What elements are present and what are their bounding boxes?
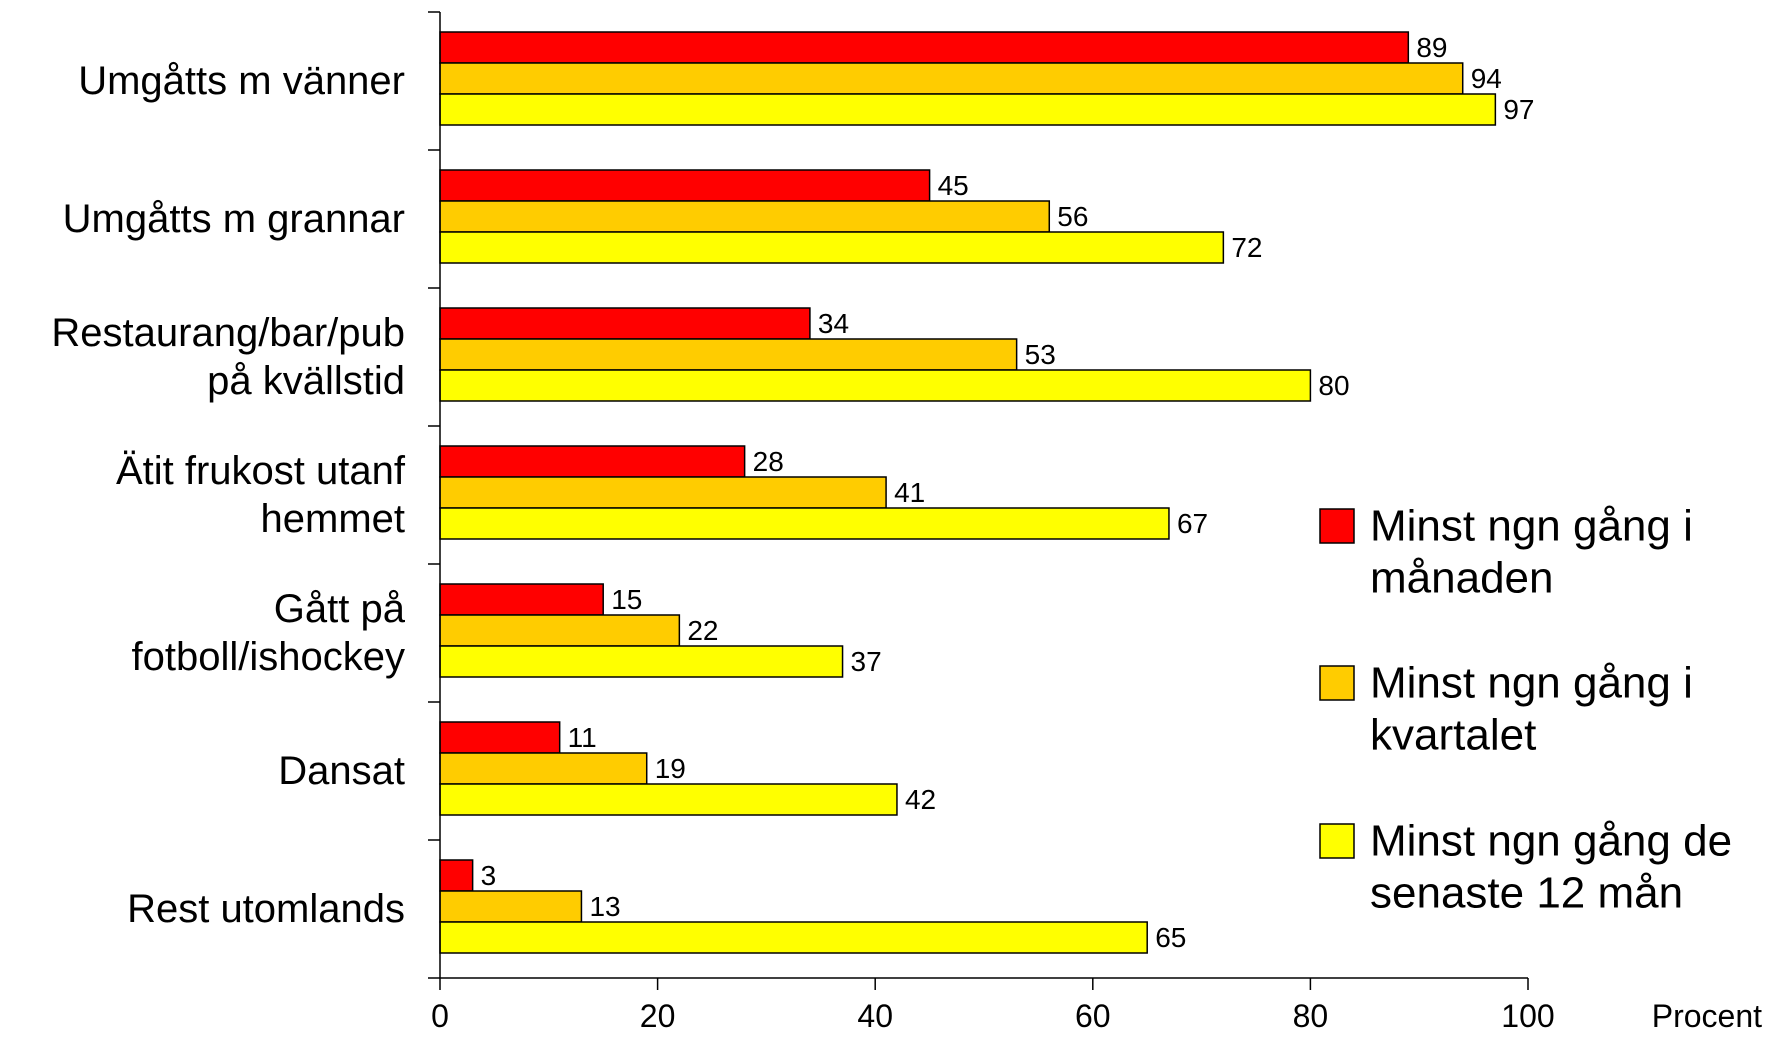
bars-layer xyxy=(439,31,1497,954)
value-label: 11 xyxy=(568,722,597,753)
bar-restaurang-bar-pub-på-kvällstid-s1 xyxy=(439,307,811,340)
x-tick-label: 80 xyxy=(1293,998,1329,1034)
value-label: 72 xyxy=(1231,232,1262,263)
bar-dansat-s2 xyxy=(439,752,648,785)
category-label: på kvällstid xyxy=(207,359,405,403)
value-label: 65 xyxy=(1155,922,1186,953)
value-label: 37 xyxy=(851,646,882,677)
value-label: 34 xyxy=(818,308,849,339)
bar-gått-på-fotboll-ishockey-s1 xyxy=(439,583,604,616)
category-label: Gått på xyxy=(274,587,406,631)
x-tick-label: 60 xyxy=(1075,998,1111,1034)
value-label: 94 xyxy=(1471,63,1502,94)
category-label: fotboll/ishockey xyxy=(132,635,405,679)
bar-restaurang-bar-pub-på-kvällstid-s2 xyxy=(439,338,1018,371)
legend-label: Minst ngn gång de xyxy=(1370,817,1732,866)
x-tick-label: 20 xyxy=(640,998,676,1034)
bar-rest-utomlands-s2 xyxy=(439,890,583,923)
value-label: 56 xyxy=(1057,201,1088,232)
legend-label: Minst ngn gång i xyxy=(1370,659,1693,708)
legend-swatch xyxy=(1319,508,1355,544)
bar-umgåtts-m-vänner-s1 xyxy=(439,31,1410,64)
bar-ätit-frukost-utanf-hemmet-s3 xyxy=(439,507,1170,540)
category-label: Restaurang/bar/pub xyxy=(51,311,405,355)
value-label: 19 xyxy=(655,753,686,784)
bar-umgåtts-m-grannar-s3 xyxy=(439,231,1225,264)
x-tick-label: 0 xyxy=(431,998,449,1034)
value-label: 13 xyxy=(589,891,620,922)
category-label: Dansat xyxy=(278,749,405,793)
x-tick-label: 40 xyxy=(857,998,893,1034)
value-label: 41 xyxy=(894,477,925,508)
value-label: 28 xyxy=(753,446,784,477)
bar-rest-utomlands-s1 xyxy=(439,859,474,892)
bar-gått-på-fotboll-ishockey-s2 xyxy=(439,614,681,647)
category-label: Rest utomlands xyxy=(127,887,405,931)
category-label: Umgåtts m grannar xyxy=(63,197,405,241)
value-label: 15 xyxy=(611,584,642,615)
legend-label: Minst ngn gång i xyxy=(1370,502,1693,551)
value-label: 80 xyxy=(1318,370,1349,401)
value-label: 53 xyxy=(1025,339,1056,370)
value-label: 45 xyxy=(938,170,969,201)
x-tick-label: 100 xyxy=(1501,998,1554,1034)
legend-swatch xyxy=(1319,665,1355,701)
bar-rest-utomlands-s3 xyxy=(439,921,1148,954)
value-label: 22 xyxy=(687,615,718,646)
bar-dansat-s3 xyxy=(439,783,898,816)
x-unit-label: Procent xyxy=(1652,998,1762,1034)
bar-ätit-frukost-utanf-hemmet-s1 xyxy=(439,445,746,478)
value-label: 42 xyxy=(905,784,936,815)
value-label: 67 xyxy=(1177,508,1208,539)
bar-umgåtts-m-grannar-s2 xyxy=(439,200,1051,233)
value-label: 3 xyxy=(481,860,497,891)
legend-swatch xyxy=(1319,823,1355,859)
bar-umgåtts-m-vänner-s3 xyxy=(439,93,1497,126)
bar-umgåtts-m-vänner-s2 xyxy=(439,62,1464,95)
legend-label: kvartalet xyxy=(1370,711,1536,760)
value-label: 89 xyxy=(1416,32,1447,63)
bar-restaurang-bar-pub-på-kvällstid-s3 xyxy=(439,369,1312,402)
bar-dansat-s1 xyxy=(439,721,561,754)
value-label: 97 xyxy=(1503,94,1534,125)
legend-label: senaste 12 mån xyxy=(1370,869,1683,918)
axes-layer xyxy=(428,11,1529,990)
bar-ätit-frukost-utanf-hemmet-s2 xyxy=(439,476,887,509)
bar-gått-på-fotboll-ishockey-s3 xyxy=(439,645,844,678)
category-label: Ätit frukost utanf xyxy=(116,449,406,493)
legend-label: månaden xyxy=(1370,554,1553,603)
bar-umgåtts-m-grannar-s1 xyxy=(439,169,931,202)
category-label: hemmet xyxy=(261,497,406,541)
category-label: Umgåtts m vänner xyxy=(78,59,405,103)
